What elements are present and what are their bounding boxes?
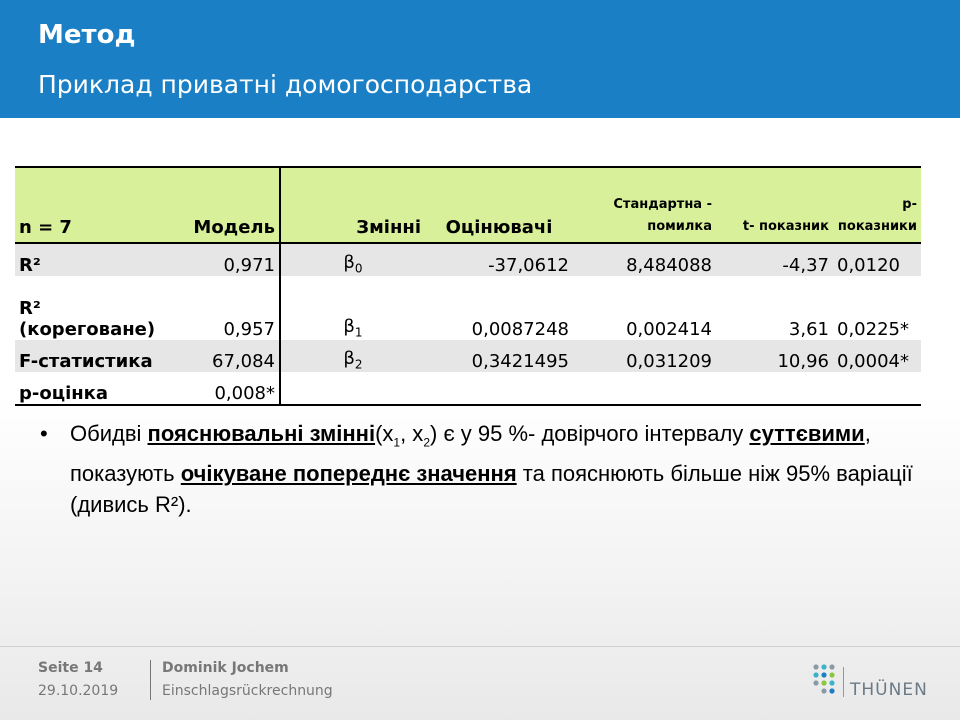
model-value: 67,084 — [175, 340, 281, 372]
keyword-explanatory-variables: пояснювальні змінні — [147, 421, 376, 446]
slide-subtitle: Приклад приватні домогосподарства — [38, 70, 533, 99]
bullet-marker: • — [40, 421, 48, 446]
table-row: R² 0,971 β0 -37,0612 8,484088 -4,37 0,01… — [15, 243, 921, 276]
slide-header: Метод Приклад приватні домогосподарства — [0, 0, 960, 118]
variable-name: β2 — [280, 340, 425, 372]
se-value: 8,484088 — [573, 243, 716, 276]
t-value: 3,61 — [716, 276, 833, 340]
keyword-expected-sign: очікуване попереднє значення — [180, 461, 517, 487]
header-t: t- показник — [716, 166, 833, 244]
coef-value — [425, 372, 573, 406]
header-vars: Змінні — [280, 166, 425, 244]
variable-name: β0 — [280, 243, 425, 276]
footer-topic: Einschlagsrückrechnung — [162, 683, 333, 699]
se-value — [573, 372, 716, 406]
model-value: 0,957 — [175, 276, 281, 340]
row-label: R² (кореговане) — [15, 276, 175, 340]
coef-value: 0,3421495 — [425, 340, 573, 372]
regression-table: n = 7 Модель Змінні Оцінювачі Стандартна… — [15, 166, 921, 406]
header-p: p- показники — [833, 166, 921, 244]
row-label: p-оцінка — [15, 372, 175, 406]
p-value: 0,0225* — [833, 276, 921, 340]
p-value — [833, 372, 921, 406]
t-value — [716, 372, 833, 406]
header-n: n = 7 — [15, 166, 175, 244]
header-se: Стандартна - помилка — [573, 166, 716, 244]
variable-name — [280, 372, 425, 406]
model-value: 0,971 — [175, 243, 281, 276]
table-row: p-оцінка 0,008* — [15, 372, 921, 406]
slide-title: Метод — [38, 20, 136, 50]
se-value: 0,002414 — [573, 276, 716, 340]
table-row: R² (кореговане) 0,957 β1 0,0087248 0,002… — [15, 276, 921, 340]
row-label: F-статистика — [15, 340, 175, 372]
p-value: 0,0004* — [833, 340, 921, 372]
variable-name: β1 — [280, 276, 425, 340]
footer-divider — [0, 646, 960, 647]
coef-value: -37,0612 — [425, 243, 573, 276]
bullet-text: Обидві пояснювальні змінні(x1, x2) є у 9… — [70, 421, 913, 518]
bullet-point: • Обидві пояснювальні змінні(x1, x2) є у… — [40, 418, 920, 520]
thuenen-logo-icon — [813, 664, 835, 694]
footer-date: 29.10.2019 — [38, 683, 119, 699]
table-row: F-статистика 67,084 β2 0,3421495 0,03120… — [15, 340, 921, 372]
table-header-row: n = 7 Модель Змінні Оцінювачі Стандартна… — [15, 166, 921, 244]
logo-text: THÜNEN — [850, 680, 928, 700]
t-value: -4,37 — [716, 243, 833, 276]
model-value: 0,008* — [175, 372, 281, 406]
se-value: 0,031209 — [573, 340, 716, 372]
page-number: Seite 14 — [38, 660, 103, 676]
header-model: Модель — [175, 166, 281, 244]
logo-divider — [843, 667, 844, 697]
footer-separator — [150, 660, 151, 700]
t-value: 10,96 — [716, 340, 833, 372]
footer-author: Dominik Jochem — [162, 660, 289, 676]
keyword-significant: суттєвими — [749, 421, 865, 446]
coef-value: 0,0087248 — [425, 276, 573, 340]
row-label: R² — [15, 243, 175, 276]
p-value: 0,0120 — [833, 243, 921, 276]
header-coef: Оцінювачі — [425, 166, 573, 244]
